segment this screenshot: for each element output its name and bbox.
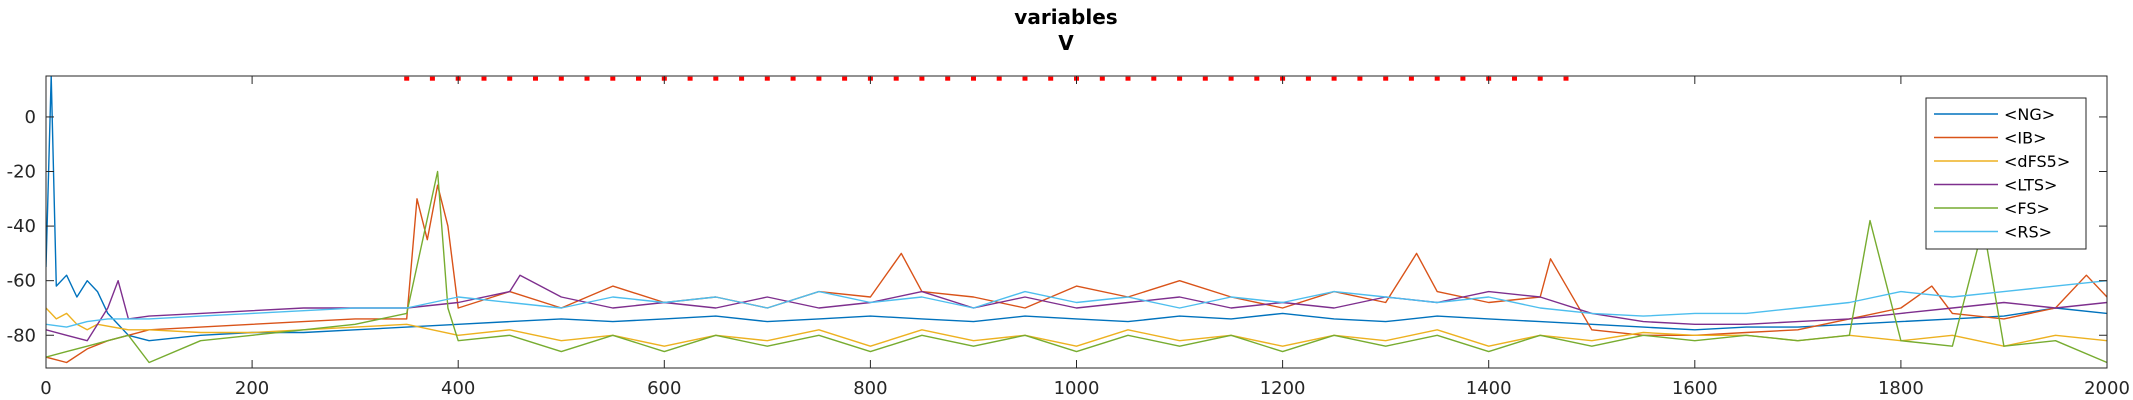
series-line-0 [46,76,2107,342]
marker-dot [1202,76,1208,81]
marker-dot [713,76,719,81]
x-tick-label: 1600 [1672,378,1718,399]
y-tick-label: -60 [7,271,36,292]
marker-dot [558,76,564,81]
chart-subtitle: V [1058,31,1074,55]
y-tick-label: -20 [7,162,36,183]
marker-dot [1512,76,1517,81]
x-tick-label: 1800 [1878,378,1924,399]
y-tick-label: 0 [25,107,36,128]
marker-dot [919,76,925,81]
marker-dot [945,76,951,81]
marker-dot [1357,76,1363,81]
series-line-5 [46,280,2107,328]
marker-dot [1177,76,1183,81]
series-line-3 [46,274,2107,342]
y-tick-label: -40 [7,216,36,237]
x-tick-label: 1400 [1466,378,1512,399]
marker-dot [1305,76,1311,81]
legend-label: <IB> [2004,129,2047,148]
marker-dot [971,76,976,81]
marker-dot [1460,76,1466,81]
marker-dot [1048,76,1054,81]
marker-dot [1434,76,1440,81]
marker-series [404,76,1569,81]
marker-dot [610,76,616,81]
marker-dot [1254,76,1260,81]
x-tick-label: 200 [235,378,269,399]
x-tick-label: 800 [853,378,887,399]
marker-dot [1331,76,1337,81]
marker-dot [404,76,410,81]
legend-label: <dFS5> [2004,152,2070,171]
marker-dot [1125,76,1131,81]
x-tick-label: 600 [647,378,681,399]
x-tick-label: 0 [40,378,51,399]
marker-dot [996,76,1002,81]
marker-dot [739,76,745,81]
x-tick-label: 2000 [2084,378,2130,399]
x-axis: 0 200 400 600 800 1000 1200 1400 1600 1800 2000 [40,76,2130,399]
series-line-4 [46,170,2107,364]
series-line-1 [46,184,2107,364]
chart-title: variables [1014,5,1117,29]
marker-dot [636,76,641,81]
marker-dot [1563,76,1569,81]
marker-dot [481,76,487,81]
marker-dot [584,76,590,81]
marker-dot [842,76,848,81]
marker-dot [1022,76,1028,81]
y-axis: 0 -20 -40 -60 -80 [7,107,2107,346]
marker-dot [1099,76,1105,81]
series-layer [46,76,2107,364]
marker-dot [816,76,822,81]
y-tick-label: -80 [7,325,36,346]
legend-box [1925,97,2087,250]
x-tick-label: 1000 [1054,378,1100,399]
x-tick-label: 400 [441,378,475,399]
marker-dot [893,76,899,81]
marker-dot [1151,76,1157,81]
marker-dot [764,76,770,81]
marker-dot [533,76,538,81]
legend: <NG> <IB> <dFS5> <LTS> <FS> <RS> [1925,97,2087,250]
marker-dot [1408,76,1414,81]
series-line-2 [46,307,2107,347]
marker-dot [790,76,796,81]
marker-dot [507,76,513,81]
marker-dot [687,76,693,81]
marker-dot [1228,76,1234,81]
marker-dot [429,76,435,81]
legend-label: <LTS> [2004,176,2057,195]
legend-label: <FS> [2004,199,2050,218]
marker-dot [1537,76,1543,81]
legend-label: <RS> [2004,223,2052,242]
x-tick-label: 1200 [1260,378,1306,399]
legend-label: <NG> [2004,105,2055,124]
marker-dot [1383,76,1389,81]
